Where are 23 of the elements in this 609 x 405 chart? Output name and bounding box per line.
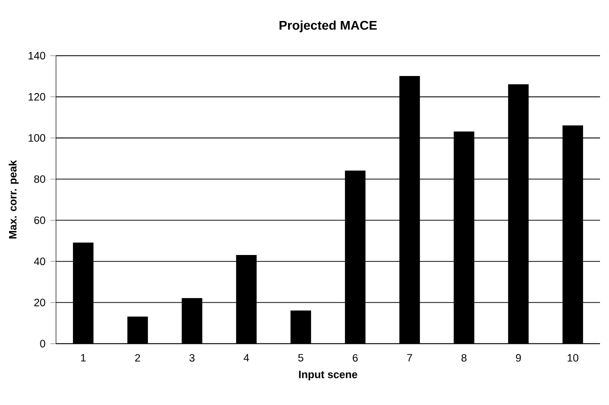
bar [290,310,312,344]
x-tick-label: 6 [352,354,358,362]
x-tick-label: 10 [568,354,578,362]
x-tick-label: 1 [81,354,86,362]
y-tick-label: 60 [34,216,46,224]
y-tick-label: 140 [28,52,46,60]
y-tick-label: 80 [34,175,46,183]
y-tick-label: 40 [34,258,46,266]
x-tick-label: 9 [516,354,521,362]
y-axis-title: Max. corr. peak [8,160,19,238]
x-tick-label: 7 [407,354,412,362]
y-tick-label: 120 [28,93,46,101]
x-axis-title: Input scene [299,370,358,380]
x-tick-label: 5 [298,354,304,362]
x-tick-label: 8 [462,354,466,362]
y-tick-label: 0 [40,340,46,348]
bar [127,316,148,344]
y-tick-label: 100 [28,134,46,142]
x-tick-label: 4 [244,354,250,362]
y-tick-label: 20 [34,298,46,306]
x-tick-label: 3 [189,354,194,362]
chart-title: Projected MACE [280,20,377,32]
x-tick-label: 2 [135,354,140,362]
